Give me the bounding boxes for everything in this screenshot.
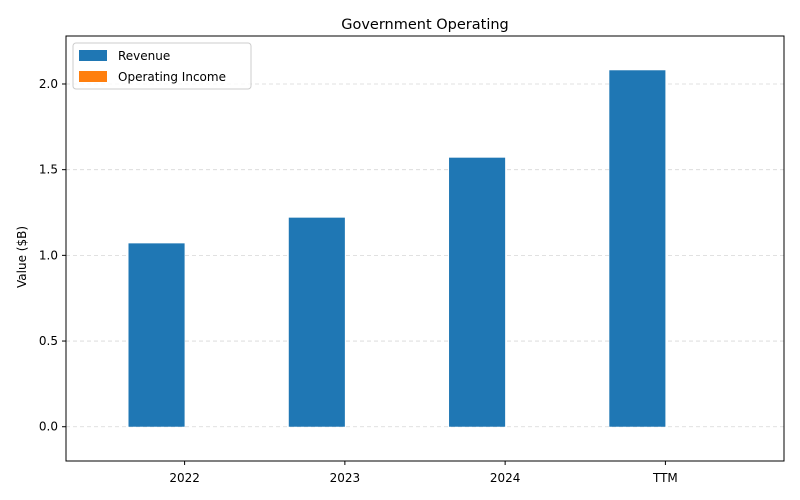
legend-swatch	[79, 50, 107, 61]
plot-frame	[65, 35, 785, 462]
axes: 0.0 0.5 1.0 1.5 2.0 2022 2023 2024 TTM	[39, 35, 785, 485]
y-axis-label: Value ($B)	[15, 226, 29, 288]
legend-label: Revenue	[118, 49, 170, 63]
chart-title: Government Operating	[341, 17, 509, 33]
x-tick-label: 2022	[169, 471, 200, 485]
x-tick-label: 2024	[490, 471, 521, 485]
legend-swatch	[79, 71, 107, 82]
legend-box	[72, 42, 252, 90]
legend-label: Operating Income	[118, 70, 226, 84]
bar-revenue	[449, 157, 506, 427]
y-tick-label: 1.0	[39, 248, 58, 262]
y-tick-label: 1.5	[39, 163, 58, 177]
bars	[128, 70, 722, 427]
x-tick-label: TTM	[652, 471, 678, 485]
bar-revenue	[288, 217, 345, 427]
y-tick-label: 0.0	[39, 420, 58, 434]
legend: Revenue Operating Income	[72, 42, 252, 90]
x-tick-label: 2023	[330, 471, 361, 485]
y-tick-label: 0.5	[39, 334, 58, 348]
y-tick-label: 2.0	[39, 77, 58, 91]
bar-revenue	[128, 243, 185, 427]
bar-revenue	[609, 70, 666, 427]
